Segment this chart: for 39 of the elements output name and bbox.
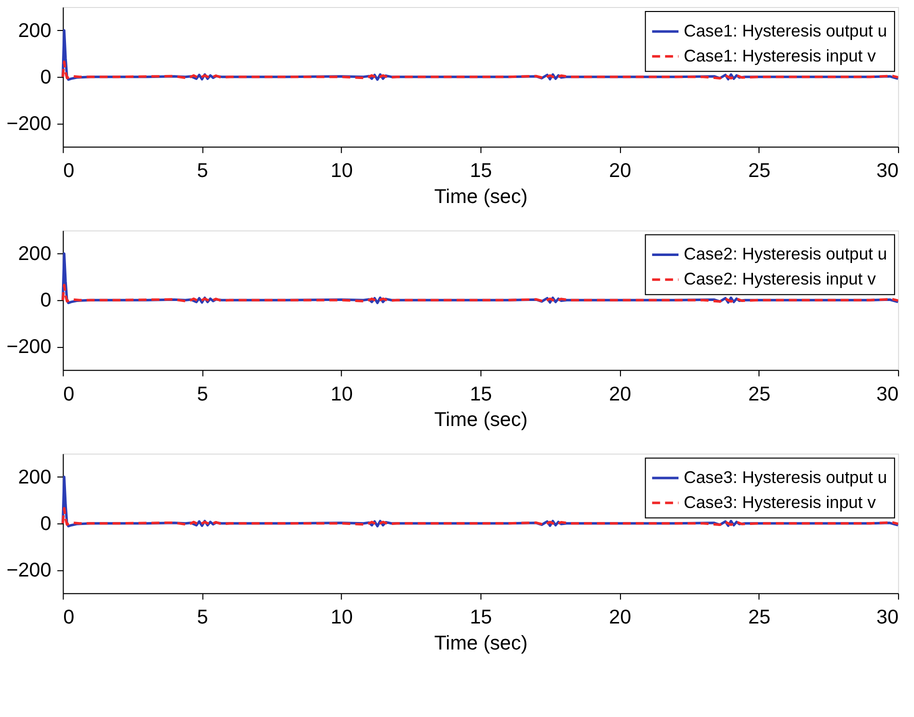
x-tick-label: 0 [63,160,74,182]
y-tick-label: 200 [18,20,52,42]
legend-label: Case2: Hysteresis input v [684,270,876,289]
y-tick-label: 200 [18,466,52,488]
x-tick-label: 20 [609,606,632,629]
y-tick-label: 0 [40,290,52,312]
x-tick-label: 5 [196,383,208,406]
x-tick-label: 25 [748,160,770,182]
x-tick-label: 30 [876,606,899,629]
x-tick-label: 5 [196,606,208,629]
legend-label: Case1: Hysteresis input v [684,46,876,66]
x-tick-label: 5 [196,160,208,182]
y-tick-label: 0 [40,66,52,88]
x-tick-label: 0 [63,383,74,406]
legend-label: Case2: Hysteresis output u [684,244,888,264]
legend-label: Case3: Hysteresis input v [684,492,876,512]
legend-label: Case3: Hysteresis output u [684,468,888,487]
x-tick-label: 30 [876,160,899,182]
x-axis-title: Time (sec) [434,409,528,432]
y-tick-label: −200 [6,112,52,135]
x-tick-label: 10 [330,606,353,629]
x-axis-title: Time (sec) [434,186,528,208]
x-tick-label: 15 [470,160,492,182]
x-tick-label: 25 [748,606,770,629]
x-tick-label: 30 [876,383,899,406]
x-tick-label: 15 [470,606,492,629]
x-tick-label: 10 [330,160,353,182]
x-tick-label: 20 [609,160,632,182]
y-tick-label: 0 [40,512,52,535]
x-tick-label: 0 [63,606,74,629]
legend-label: Case1: Hysteresis output u [684,21,888,40]
y-tick-label: 200 [18,243,52,266]
x-tick-label: 20 [609,383,632,406]
x-tick-label: 10 [330,383,353,406]
x-tick-label: 15 [470,383,492,406]
y-tick-label: −200 [6,336,52,358]
y-tick-label: −200 [6,559,52,582]
x-axis-title: Time (sec) [434,632,528,654]
x-tick-label: 25 [748,383,770,406]
